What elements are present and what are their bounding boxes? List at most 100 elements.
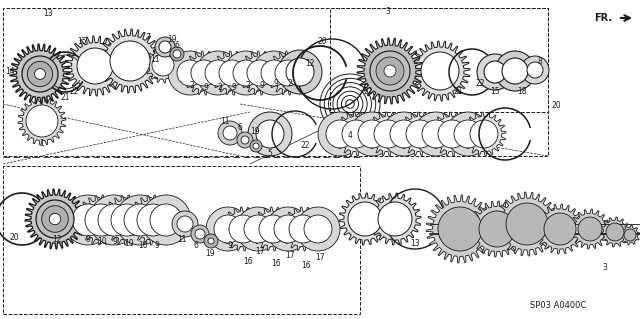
Circle shape [256, 120, 284, 148]
Text: 6: 6 [175, 41, 179, 50]
Text: 16: 16 [271, 258, 281, 268]
Text: 14: 14 [5, 66, 15, 76]
Circle shape [606, 223, 624, 241]
Circle shape [35, 69, 45, 79]
Text: 9: 9 [260, 80, 264, 90]
Circle shape [286, 58, 314, 86]
Circle shape [111, 204, 143, 236]
Circle shape [259, 215, 287, 243]
Circle shape [205, 60, 231, 86]
Text: 2: 2 [287, 78, 292, 87]
Polygon shape [535, 204, 585, 254]
Text: 10: 10 [97, 236, 107, 246]
Text: 15: 15 [490, 86, 500, 95]
Circle shape [173, 50, 181, 58]
Circle shape [98, 204, 130, 236]
Circle shape [170, 47, 184, 61]
Polygon shape [366, 112, 410, 156]
Text: 17: 17 [285, 250, 295, 259]
Circle shape [376, 57, 404, 85]
Circle shape [406, 120, 434, 148]
Text: 19: 19 [205, 249, 215, 258]
Text: 20: 20 [317, 36, 327, 46]
Circle shape [219, 60, 245, 86]
Circle shape [155, 37, 175, 57]
Text: 7: 7 [145, 33, 150, 42]
Circle shape [77, 48, 113, 84]
Polygon shape [145, 47, 181, 83]
Polygon shape [369, 193, 421, 245]
Circle shape [382, 112, 426, 156]
Circle shape [206, 207, 250, 251]
Circle shape [208, 238, 214, 244]
Circle shape [358, 120, 386, 148]
Text: 12: 12 [52, 235, 61, 244]
Circle shape [289, 215, 317, 243]
Text: 15: 15 [77, 38, 87, 47]
Circle shape [196, 51, 240, 95]
Circle shape [177, 60, 203, 86]
Polygon shape [25, 189, 85, 249]
Circle shape [350, 112, 394, 156]
Polygon shape [410, 41, 470, 101]
Text: 9: 9 [273, 78, 278, 87]
Polygon shape [128, 195, 178, 245]
Text: 9: 9 [155, 241, 159, 249]
Circle shape [495, 51, 535, 91]
Polygon shape [76, 195, 126, 245]
Circle shape [172, 211, 198, 237]
Text: SP03 A0400C: SP03 A0400C [530, 300, 586, 309]
Polygon shape [620, 225, 640, 245]
Polygon shape [182, 51, 226, 95]
Text: 9: 9 [86, 234, 90, 243]
Circle shape [470, 120, 498, 148]
Circle shape [110, 41, 150, 81]
Text: 6: 6 [237, 122, 243, 131]
Circle shape [191, 225, 209, 243]
Circle shape [248, 112, 292, 156]
Circle shape [237, 132, 253, 148]
Circle shape [72, 204, 104, 236]
Circle shape [446, 112, 490, 156]
Polygon shape [462, 112, 506, 156]
Text: 21: 21 [453, 86, 463, 95]
Text: 20: 20 [551, 101, 561, 110]
Circle shape [49, 213, 61, 225]
Text: 21: 21 [364, 86, 372, 95]
Text: 22: 22 [300, 142, 310, 151]
Circle shape [124, 204, 156, 236]
Circle shape [261, 60, 287, 86]
Text: 3: 3 [385, 8, 390, 17]
Polygon shape [210, 51, 254, 95]
Text: 16: 16 [243, 256, 253, 265]
Circle shape [152, 54, 174, 76]
Polygon shape [221, 207, 265, 251]
Circle shape [438, 207, 482, 251]
Polygon shape [238, 51, 282, 95]
Circle shape [63, 195, 113, 245]
Circle shape [378, 202, 412, 236]
Circle shape [506, 203, 548, 245]
Circle shape [137, 204, 169, 236]
Text: 20: 20 [9, 233, 19, 241]
Text: 18: 18 [517, 86, 527, 95]
Circle shape [168, 51, 212, 95]
Circle shape [479, 211, 515, 247]
Text: 5: 5 [268, 150, 273, 159]
Circle shape [326, 120, 354, 148]
Circle shape [224, 51, 268, 95]
Polygon shape [426, 195, 494, 263]
Text: FR.: FR. [594, 13, 612, 23]
Circle shape [342, 120, 370, 148]
Circle shape [89, 195, 139, 245]
Text: 17: 17 [255, 247, 265, 256]
Circle shape [274, 215, 302, 243]
Text: 2: 2 [189, 80, 195, 90]
Circle shape [414, 112, 458, 156]
Circle shape [370, 51, 410, 91]
Text: 22: 22 [476, 79, 484, 88]
Circle shape [244, 215, 272, 243]
Text: 12: 12 [305, 60, 315, 69]
Polygon shape [281, 207, 325, 251]
Circle shape [42, 206, 68, 232]
